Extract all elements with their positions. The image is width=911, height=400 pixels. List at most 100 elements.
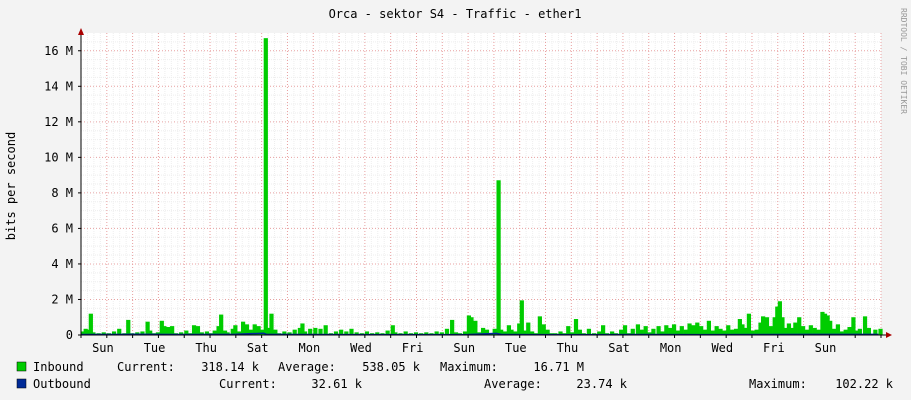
inbound-bar — [159, 320, 164, 335]
x-tick-label: Tue — [144, 341, 166, 355]
inbound-bar — [558, 331, 563, 335]
inbound-bar — [820, 311, 825, 335]
inbound-bar — [212, 330, 217, 335]
inbound-bar — [586, 328, 592, 335]
inbound-bar — [808, 325, 813, 335]
legend-inbound-current-label: Current: — [117, 360, 175, 374]
y-tick-label: 12 M — [44, 115, 73, 129]
inbound-bar — [473, 320, 478, 335]
inbound-bar — [526, 322, 531, 335]
inbound-bar — [537, 316, 542, 335]
inbound-bar — [730, 329, 735, 335]
inbound-bar — [162, 326, 167, 335]
inbound-bar — [878, 328, 883, 335]
inbound-bar — [647, 332, 652, 335]
y-tick-label: 8 M — [51, 186, 73, 200]
inbound-bar — [83, 328, 88, 335]
inbound-bar — [651, 328, 656, 335]
inbound-bar — [81, 331, 86, 335]
inbound-bar — [233, 325, 238, 335]
inbound-bar — [273, 329, 278, 335]
inbound-bar — [566, 326, 571, 335]
inbound-bar — [761, 316, 766, 335]
legend-inbound-name: Inbound — [33, 360, 84, 374]
inbound-bar — [718, 328, 723, 335]
inbound-bar — [88, 313, 93, 335]
inbound-bar — [91, 332, 96, 335]
inbound-bar — [866, 327, 872, 335]
inbound-bar — [726, 325, 731, 335]
inbound-bar — [403, 331, 408, 335]
inbound-bar — [349, 328, 354, 335]
inbound-bar — [466, 315, 472, 335]
inbound-bar — [873, 329, 878, 335]
inbound-bar — [300, 323, 305, 335]
inbound-bar — [671, 324, 677, 335]
legend-inbound-average: 538.05 k — [362, 360, 421, 374]
inbound-bar — [287, 332, 292, 335]
inbound-bar — [862, 316, 868, 335]
inbound-bar — [244, 324, 250, 335]
inbound-bar — [145, 321, 150, 335]
inbound-bar — [499, 329, 504, 335]
x-tick-label: Sat — [247, 341, 269, 355]
inbound-bar — [639, 329, 644, 335]
x-tick-label: Sun — [453, 341, 475, 355]
inbound-bar — [140, 331, 145, 335]
inbound-bar — [375, 332, 380, 335]
inbound-bar — [822, 313, 828, 335]
inbound-bar — [812, 327, 817, 335]
inbound-bar — [522, 330, 527, 335]
inbound-bar — [750, 330, 755, 335]
inbound-bar — [424, 332, 429, 335]
y-tick-label: 16 M — [44, 44, 73, 58]
inbound-bar — [695, 322, 700, 335]
inbound-bar — [668, 327, 673, 335]
inbound-bar — [722, 330, 727, 335]
y-tick-label: 2 M — [51, 292, 73, 306]
inbound-bar — [801, 326, 806, 335]
inbound-bar — [843, 329, 848, 335]
inbound-bar — [635, 324, 641, 335]
inbound-bar — [170, 326, 175, 335]
inbound-bar — [263, 38, 268, 335]
inbound-bar — [117, 328, 122, 335]
inbound-bar — [492, 328, 497, 335]
inbound-bar — [333, 331, 339, 335]
inbound-bar — [318, 328, 323, 335]
inbound-bar — [184, 330, 189, 335]
inbound-bar — [266, 327, 271, 335]
inbound-bar — [308, 328, 313, 335]
inbound-bar — [297, 327, 302, 335]
inbound-bar — [573, 319, 579, 335]
inbound-bar — [484, 329, 490, 335]
inbound-bar — [804, 329, 810, 335]
inbound-bar — [597, 331, 602, 335]
inbound-bar — [509, 329, 514, 335]
inbound-bar — [439, 332, 444, 335]
inbound-bar — [740, 324, 745, 335]
inbound-bar — [390, 325, 395, 335]
inbound-bar — [764, 317, 770, 335]
inbound-bar — [777, 301, 782, 335]
inbound-bar — [714, 326, 719, 335]
inbound-bar — [710, 330, 715, 335]
inbound-bar — [839, 331, 844, 335]
inbound-bar — [577, 329, 582, 335]
inbound-bar — [86, 329, 91, 335]
inbound-bar — [344, 331, 349, 335]
inbound-bar — [469, 317, 474, 335]
inbound-bar — [222, 330, 228, 335]
inbound-bar — [664, 325, 669, 335]
x-tick-labels: Sun Tue Thu Sat Mon Wed Fri Sun Tue Thu Sat Mon Wed F… — [80, 335, 882, 355]
inbound-bar — [831, 328, 837, 335]
inbound-bar — [782, 327, 788, 335]
inbound-bar — [754, 329, 759, 335]
inbound-bar — [675, 330, 681, 335]
inbound-bar — [683, 329, 688, 335]
y-tick-label: 4 M — [51, 257, 73, 271]
x-tick-label: Sun — [815, 341, 837, 355]
inbound-bar — [746, 313, 752, 335]
legend-inbound-current: 318.14 k — [201, 360, 260, 374]
y-tick-label: 6 M — [51, 221, 73, 235]
